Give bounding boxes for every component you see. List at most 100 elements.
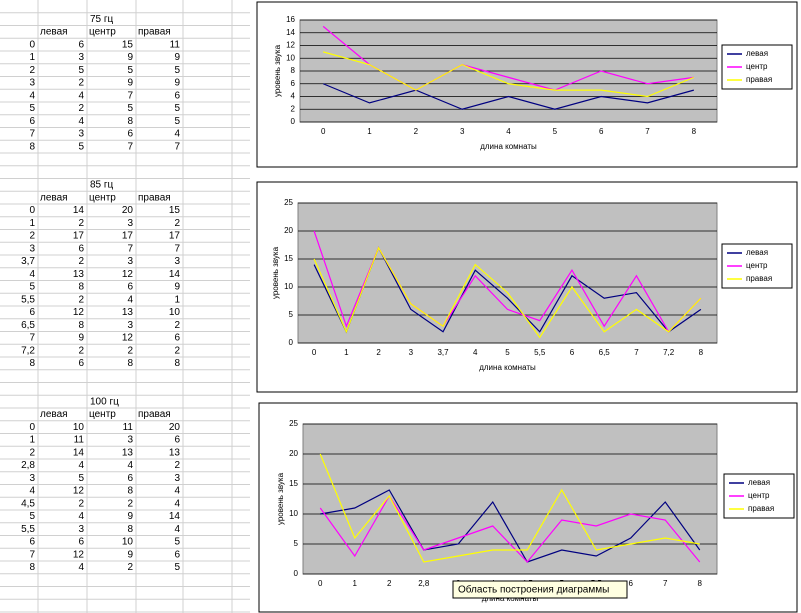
- x-tick-label: 4: [506, 127, 511, 136]
- x-tick-label: 0: [318, 579, 323, 588]
- row-label: 0: [29, 205, 35, 216]
- cell-value: 2: [78, 498, 84, 509]
- y-tick-label: 0: [291, 117, 296, 126]
- cell-value: 13: [73, 269, 85, 280]
- cell-value: 6: [174, 549, 180, 560]
- column-header: правая: [138, 27, 171, 38]
- column-header: центр: [89, 27, 116, 38]
- cell-value: 7: [127, 90, 133, 101]
- x-tick-label: 2: [387, 579, 392, 588]
- cell-value: 10: [122, 537, 134, 548]
- x-tick-label: 5,5: [534, 348, 546, 357]
- x-axis-title: длина комнаты: [482, 594, 539, 603]
- cell-value: 5: [127, 103, 133, 114]
- x-tick-label: 8: [699, 348, 704, 357]
- column-header: левая: [40, 409, 68, 420]
- x-tick-label: 6: [629, 579, 634, 588]
- cell-value: 8: [127, 116, 133, 127]
- row-label: 3: [29, 473, 35, 484]
- table-title: 75 гц: [90, 14, 114, 25]
- cell-value: 4: [78, 460, 84, 471]
- x-tick-label: 3,7: [437, 348, 449, 357]
- x-tick-label: 1: [367, 127, 372, 136]
- row-label: 5,5: [21, 294, 35, 305]
- y-tick-label: 12: [286, 41, 295, 50]
- cell-value: 8: [78, 320, 84, 331]
- x-tick-label: 1: [353, 579, 358, 588]
- cell-value: 14: [169, 269, 181, 280]
- y-axis-title: уровень звука: [273, 44, 282, 97]
- cell-value: 6: [78, 243, 84, 254]
- row-label: 2,8: [21, 460, 35, 471]
- plot-area[interactable]: [302, 423, 718, 575]
- cell-value: 12: [73, 549, 85, 560]
- cell-value: 9: [174, 78, 180, 89]
- y-tick-label: 2: [291, 104, 296, 113]
- cell-value: 4: [127, 294, 133, 305]
- cell-value: 6: [127, 282, 133, 293]
- cell-value: 5: [174, 65, 180, 76]
- legend-label: левая: [746, 248, 768, 257]
- cell-value: 3: [78, 52, 84, 63]
- cell-value: 11: [74, 435, 85, 446]
- table-title: 100 гц: [90, 396, 119, 407]
- y-tick-label: 8: [291, 66, 296, 75]
- x-tick-label: 4: [473, 348, 478, 357]
- y-tick-label: 4: [291, 92, 296, 101]
- column-header: правая: [138, 192, 171, 203]
- cell-value: 11: [170, 39, 181, 50]
- cell-value: 13: [169, 447, 181, 458]
- cell-value: 10: [73, 422, 85, 433]
- row-label: 2: [29, 65, 35, 76]
- cell-value: 8: [174, 358, 180, 369]
- row-label: 2: [29, 447, 35, 458]
- cell-value: 1: [174, 294, 180, 305]
- row-label: 1: [29, 218, 35, 229]
- cell-value: 4: [78, 90, 84, 101]
- series-line: [322, 83, 694, 110]
- cell-value: 2: [78, 345, 84, 356]
- cell-value: 5: [127, 65, 133, 76]
- y-tick-label: 25: [289, 419, 298, 428]
- cell-value: 2: [78, 256, 84, 267]
- y-tick-label: 20: [289, 449, 298, 458]
- y-tick-label: 5: [294, 539, 299, 548]
- cell-value: 12: [73, 486, 85, 497]
- cell-value: 3: [78, 524, 84, 535]
- cell-value: 14: [73, 205, 85, 216]
- cell-value: 5: [174, 537, 180, 548]
- cell-value: 2: [174, 320, 180, 331]
- y-tick-label: 5: [289, 310, 294, 319]
- cell-value: 2: [127, 562, 133, 573]
- cell-value: 4: [78, 511, 84, 522]
- cell-value: 9: [78, 333, 84, 344]
- y-tick-label: 15: [289, 479, 298, 488]
- cell-value: 4: [174, 486, 180, 497]
- row-label: 8: [29, 562, 35, 573]
- row-label: 7: [29, 333, 35, 344]
- y-tick-label: 14: [286, 28, 295, 37]
- y-tick-label: 25: [284, 198, 293, 207]
- cell-value: 6: [78, 537, 84, 548]
- cell-value: 4: [78, 116, 84, 127]
- series-line: [319, 453, 700, 563]
- y-tick-label: 10: [289, 509, 298, 518]
- cell-value: 3: [174, 256, 180, 267]
- cell-value: 9: [127, 52, 133, 63]
- cell-value: 5: [78, 141, 84, 152]
- x-tick-label: 0: [312, 348, 317, 357]
- cell-value: 2: [78, 218, 84, 229]
- row-label: 6: [29, 537, 35, 548]
- cell-value: 5: [174, 116, 180, 127]
- x-axis-title: длина комнаты: [480, 142, 537, 151]
- legend-label: правая: [748, 504, 774, 513]
- cell-value: 3: [127, 218, 133, 229]
- legend-label: правая: [746, 75, 772, 84]
- cell-value: 9: [174, 52, 180, 63]
- cell-value: 7: [127, 243, 133, 254]
- cell-value: 7: [127, 141, 133, 152]
- cell-value: 14: [169, 511, 181, 522]
- row-label: 8: [29, 358, 35, 369]
- row-label: 4,5: [21, 498, 35, 509]
- cell-value: 17: [122, 231, 134, 242]
